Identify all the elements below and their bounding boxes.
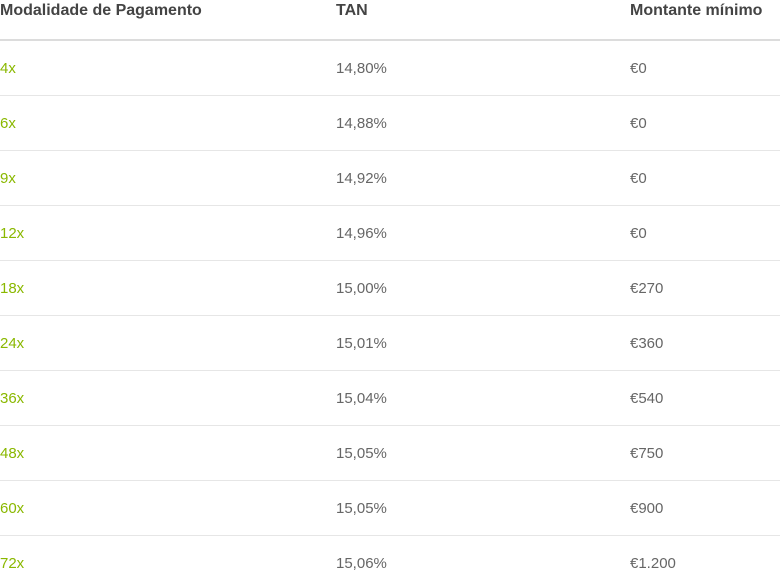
table-cell: 15,01% — [336, 335, 387, 352]
table-cell: €0 — [630, 170, 647, 187]
table-cell: 15,05% — [336, 445, 387, 462]
table-cell: 36x — [0, 390, 25, 407]
table-row: 6x 14,88% €0 — [0, 96, 780, 151]
table-row: 72x 15,06% €1.200 — [0, 536, 780, 581]
table-cell: €1.200 — [630, 555, 676, 572]
table-cell: 60x — [0, 500, 25, 517]
table-cell: 72x — [0, 555, 25, 572]
table-cell: 4x — [0, 60, 16, 77]
header-cell: Montante mínimo — [630, 2, 763, 19]
table-row: 12x 14,96% €0 — [0, 206, 780, 261]
table-row: 18x 15,00% €270 — [0, 261, 780, 316]
table-cell: €0 — [630, 60, 647, 77]
table-cell: €900 — [630, 500, 664, 517]
table-cell: 15,00% — [336, 280, 387, 297]
table-cell: €360 — [630, 335, 664, 352]
table-cell: 14,88% — [336, 115, 387, 132]
table-cell: 6x — [0, 115, 16, 132]
table-cell: €750 — [630, 445, 664, 462]
table-row: 36x 15,04% €540 — [0, 371, 780, 426]
table-cell: €0 — [630, 225, 647, 242]
table-cell: 14,96% — [336, 225, 387, 242]
table-cell: €540 — [630, 390, 664, 407]
header-row: Modalidade de Pagamento TAN Montante mínim… — [0, 0, 780, 41]
table-cell: 48x — [0, 445, 25, 462]
header-cell: Modalidade de Pagamento — [0, 2, 202, 19]
table-row: 4x 14,80% €0 — [0, 41, 780, 96]
table-cell: 24x — [0, 335, 25, 352]
table-cell: 14,80% — [336, 60, 387, 77]
table-cell: 15,06% — [336, 555, 387, 572]
header-cell: TAN — [336, 2, 368, 19]
table-cell: 12x — [0, 225, 25, 242]
table-cell: 9x — [0, 170, 16, 187]
table-cell: 15,05% — [336, 500, 387, 517]
table-row: 24x 15,01% €360 — [0, 316, 780, 371]
table-cell: €0 — [630, 115, 647, 132]
table-cell: 15,04% — [336, 390, 387, 407]
table-cell: 18x — [0, 280, 25, 297]
table-cell: €270 — [630, 280, 664, 297]
table-row: 9x 14,92% €0 — [0, 151, 780, 206]
table-row: 60x 15,05% €900 — [0, 481, 780, 536]
table-row: 48x 15,05% €750 — [0, 426, 780, 481]
table-cell: 14,92% — [336, 170, 387, 187]
